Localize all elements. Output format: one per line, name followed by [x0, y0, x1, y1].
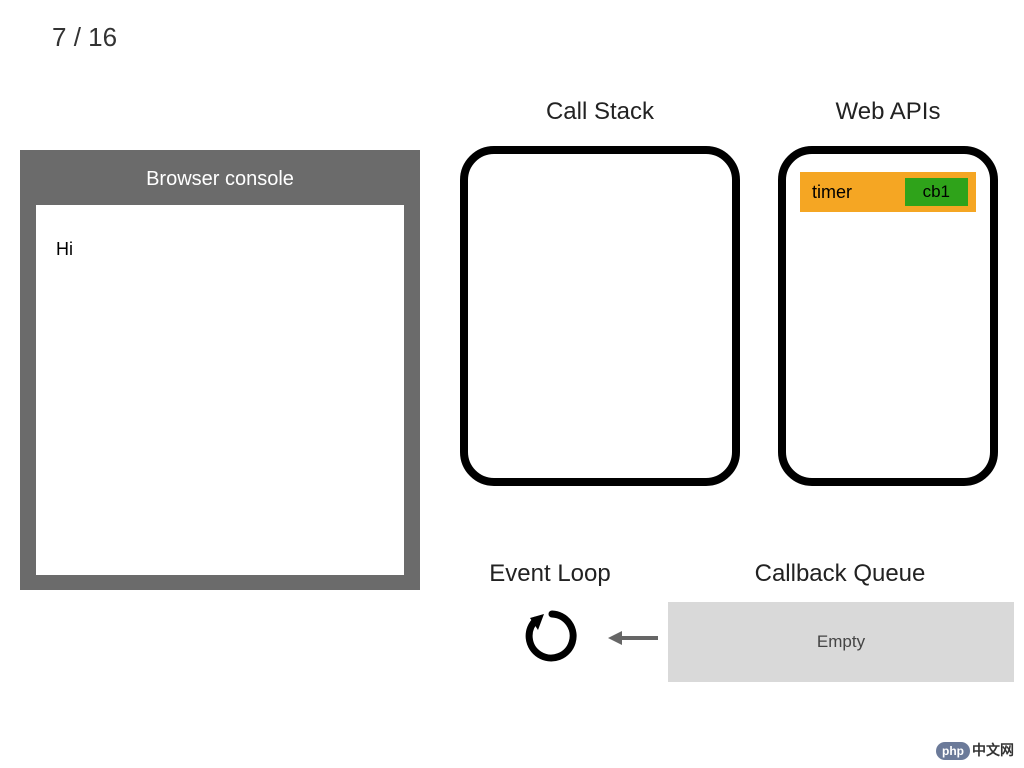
watermark-text: 中文网: [972, 742, 1014, 758]
timer-label: timer: [812, 182, 852, 203]
web-apis-box: timer cb1: [778, 146, 998, 486]
slide-sep: /: [66, 22, 88, 52]
browser-console-panel: Browser console Hi: [20, 150, 420, 590]
event-loop-icon: [524, 608, 580, 664]
slide-current: 7: [52, 22, 66, 52]
queue-to-loop-arrow-icon: [608, 626, 658, 650]
web-apis-title: Web APIs: [778, 98, 998, 126]
watermark: php中文网: [936, 740, 1014, 760]
callback-queue-title: Callback Queue: [700, 560, 980, 588]
call-stack-title: Call Stack: [460, 98, 740, 126]
callback-queue-box: Empty: [668, 602, 1014, 682]
browser-console-title: Browser console: [20, 150, 420, 205]
browser-console-body: Hi: [36, 205, 404, 575]
watermark-badge: php: [936, 742, 970, 760]
timer-entry: timer cb1: [800, 172, 976, 212]
slide-counter: 7 / 16: [52, 22, 117, 53]
callback-queue-content: Empty: [817, 632, 865, 652]
timer-callback-chip: cb1: [905, 178, 968, 206]
console-output-line: Hi: [56, 239, 384, 260]
call-stack-box: [460, 146, 740, 486]
slide-total: 16: [88, 22, 117, 52]
event-loop-title: Event Loop: [460, 560, 640, 588]
